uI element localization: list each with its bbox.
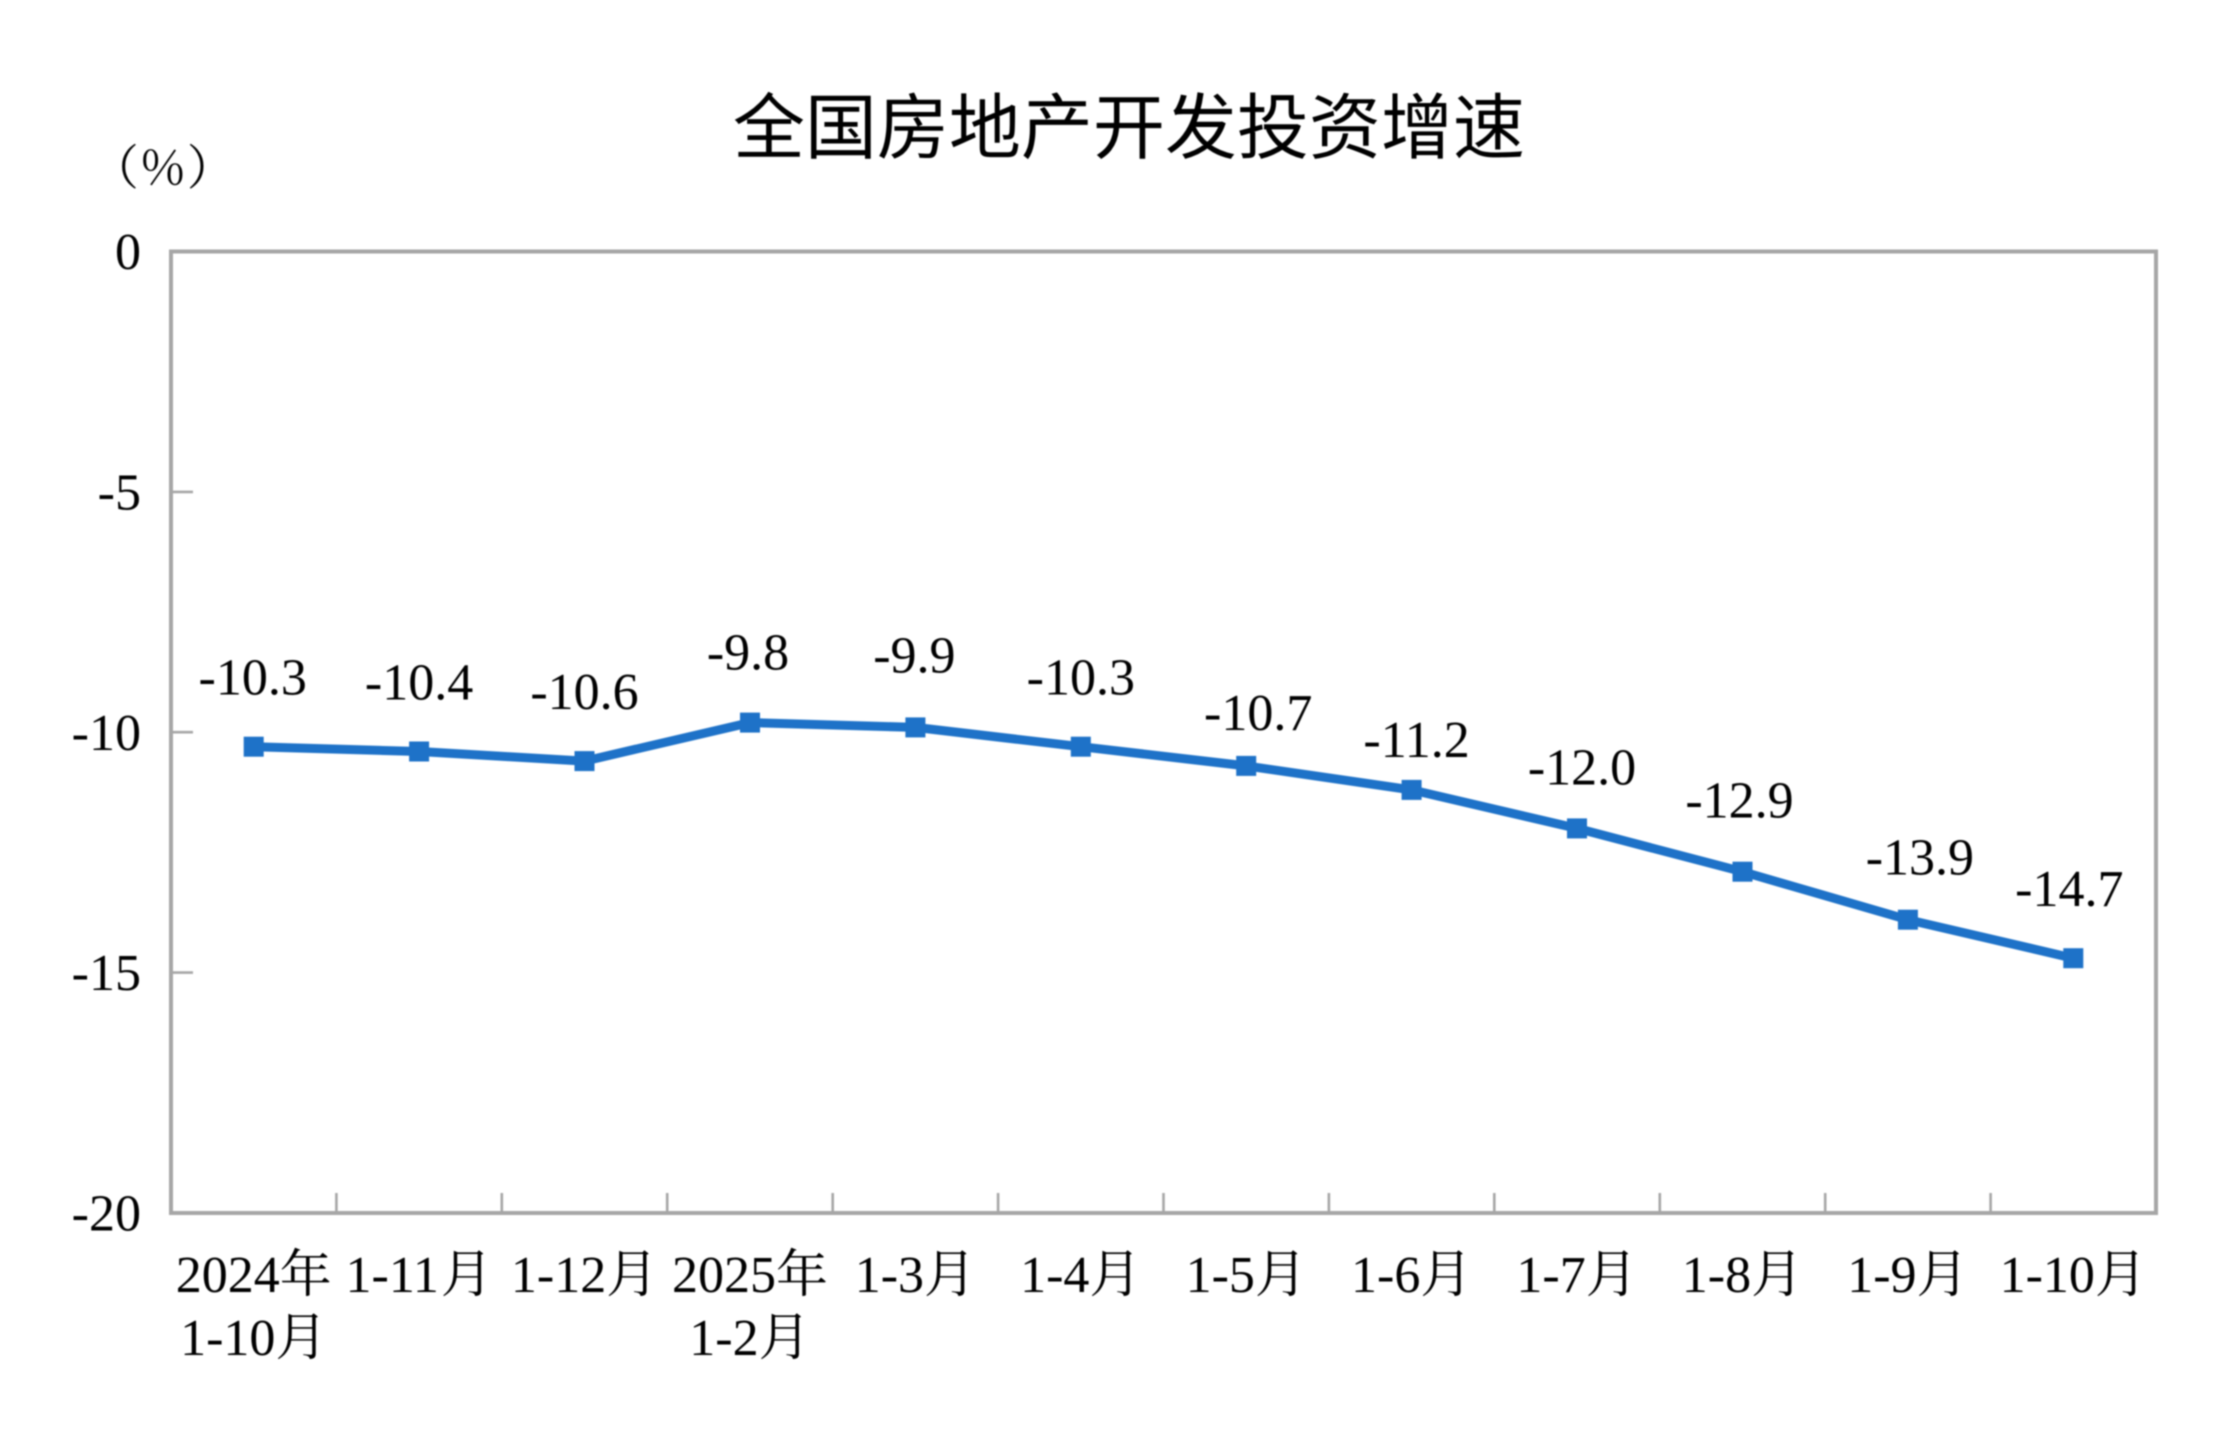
svg-text:1-10: 1-10 bbox=[2000, 1247, 2095, 1304]
svg-text:-20: -20 bbox=[72, 1186, 141, 1243]
svg-text:-10: -10 bbox=[72, 705, 141, 762]
svg-text:1-11: 1-11 bbox=[346, 1247, 439, 1304]
svg-text:-13.9: -13.9 bbox=[1866, 830, 1974, 887]
svg-text:2025: 2025 bbox=[672, 1247, 776, 1304]
svg-text:-10.3: -10.3 bbox=[199, 650, 307, 707]
svg-text:-11.2: -11.2 bbox=[1363, 712, 1469, 769]
svg-text:1-10: 1-10 bbox=[180, 1310, 275, 1367]
svg-text:1-8: 1-8 bbox=[1682, 1247, 1751, 1304]
svg-text:2024: 2024 bbox=[176, 1247, 280, 1304]
svg-text:0: 0 bbox=[115, 224, 141, 281]
svg-text:1-7: 1-7 bbox=[1516, 1247, 1585, 1304]
svg-text:1-5: 1-5 bbox=[1186, 1247, 1255, 1304]
svg-text:-9.9: -9.9 bbox=[873, 627, 955, 684]
svg-text:1-6: 1-6 bbox=[1351, 1247, 1420, 1304]
svg-text:-10.6: -10.6 bbox=[530, 664, 638, 721]
svg-text:-12.0: -12.0 bbox=[1528, 739, 1636, 796]
svg-text:-15: -15 bbox=[72, 945, 141, 1002]
svg-text:-9.8: -9.8 bbox=[707, 625, 789, 682]
svg-text:1-12: 1-12 bbox=[511, 1247, 606, 1304]
svg-text:-10.4: -10.4 bbox=[365, 655, 473, 712]
svg-text:1-2: 1-2 bbox=[689, 1310, 758, 1367]
svg-text:-5: -5 bbox=[98, 464, 141, 521]
svg-text:-10.3: -10.3 bbox=[1027, 650, 1135, 707]
svg-text:-12.9: -12.9 bbox=[1685, 773, 1793, 830]
svg-text:1-3: 1-3 bbox=[855, 1247, 924, 1304]
svg-text:-14.7: -14.7 bbox=[2015, 861, 2123, 918]
svg-text:1-4: 1-4 bbox=[1020, 1247, 1089, 1304]
svg-text:1-9: 1-9 bbox=[1847, 1247, 1916, 1304]
svg-text:-10.7: -10.7 bbox=[1204, 685, 1312, 742]
